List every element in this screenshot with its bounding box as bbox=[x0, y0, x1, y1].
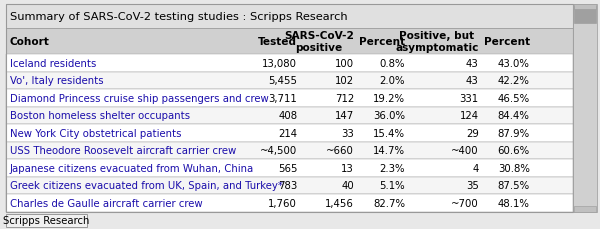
Text: SARS-CoV-2
positive: SARS-CoV-2 positive bbox=[284, 31, 354, 52]
Bar bbox=[574, 5, 596, 10]
Text: 102: 102 bbox=[335, 76, 354, 86]
Text: Vo', Italy residents: Vo', Italy residents bbox=[10, 76, 103, 86]
Text: 2.0%: 2.0% bbox=[379, 76, 405, 86]
Text: 43: 43 bbox=[466, 59, 479, 69]
Text: 43.0%: 43.0% bbox=[498, 59, 530, 69]
Text: Percent: Percent bbox=[359, 37, 405, 47]
Text: 4: 4 bbox=[472, 163, 479, 173]
Text: 13,080: 13,080 bbox=[262, 59, 297, 69]
Text: 3,711: 3,711 bbox=[268, 94, 297, 104]
Text: 29: 29 bbox=[466, 128, 479, 138]
Bar bbox=[6, 5, 573, 29]
Text: 19.2%: 19.2% bbox=[373, 94, 405, 104]
Bar bbox=[6, 72, 573, 90]
Bar bbox=[6, 55, 573, 72]
Text: 408: 408 bbox=[278, 111, 297, 121]
Text: 1,760: 1,760 bbox=[268, 198, 297, 208]
Text: 87.5%: 87.5% bbox=[497, 181, 530, 191]
Bar bbox=[6, 214, 87, 227]
Text: ~4,500: ~4,500 bbox=[260, 146, 297, 156]
Text: 40: 40 bbox=[341, 181, 354, 191]
Text: 33: 33 bbox=[341, 128, 354, 138]
Text: 331: 331 bbox=[460, 94, 479, 104]
Text: 87.9%: 87.9% bbox=[497, 128, 530, 138]
Text: Percent: Percent bbox=[484, 37, 530, 47]
Text: 60.6%: 60.6% bbox=[497, 146, 530, 156]
Text: 1,456: 1,456 bbox=[325, 198, 354, 208]
Bar bbox=[6, 177, 573, 194]
Text: 2.3%: 2.3% bbox=[379, 163, 405, 173]
Text: Charles de Gaulle aircraft carrier crew: Charles de Gaulle aircraft carrier crew bbox=[10, 198, 202, 208]
Bar bbox=[6, 107, 573, 125]
Text: ~660: ~660 bbox=[326, 146, 354, 156]
Text: Cohort: Cohort bbox=[10, 37, 49, 47]
Text: 100: 100 bbox=[335, 59, 354, 69]
Text: 712: 712 bbox=[335, 94, 354, 104]
Text: Iceland residents: Iceland residents bbox=[10, 59, 96, 69]
Text: 565: 565 bbox=[278, 163, 297, 173]
Text: 13: 13 bbox=[341, 163, 354, 173]
Bar bbox=[6, 29, 573, 55]
Text: 147: 147 bbox=[335, 111, 354, 121]
Text: Summary of SARS-CoV-2 testing studies : Scripps Research: Summary of SARS-CoV-2 testing studies : … bbox=[10, 12, 347, 22]
Text: 84.4%: 84.4% bbox=[498, 111, 530, 121]
Text: 35: 35 bbox=[466, 181, 479, 191]
Text: Positive, but
asymptomatic: Positive, but asymptomatic bbox=[395, 31, 479, 52]
Text: USS Theodore Roosevelt aircraft carrier crew: USS Theodore Roosevelt aircraft carrier … bbox=[10, 146, 236, 156]
Text: Greek citizens evacuated from UK, Spain, and Turkey*: Greek citizens evacuated from UK, Spain,… bbox=[10, 181, 283, 191]
Text: 214: 214 bbox=[278, 128, 297, 138]
Text: 43: 43 bbox=[466, 76, 479, 86]
Text: 15.4%: 15.4% bbox=[373, 128, 405, 138]
Bar bbox=[574, 206, 596, 212]
Text: Scripps Research: Scripps Research bbox=[4, 215, 89, 225]
Bar bbox=[6, 125, 573, 142]
Text: 5.1%: 5.1% bbox=[379, 181, 405, 191]
Text: 0.8%: 0.8% bbox=[379, 59, 405, 69]
Text: Japanese citizens evacuated from Wuhan, China: Japanese citizens evacuated from Wuhan, … bbox=[10, 163, 254, 173]
Text: 14.7%: 14.7% bbox=[373, 146, 405, 156]
Text: Tested: Tested bbox=[258, 37, 297, 47]
Text: 48.1%: 48.1% bbox=[498, 198, 530, 208]
Text: 30.8%: 30.8% bbox=[498, 163, 530, 173]
Bar bbox=[573, 5, 597, 212]
Text: 36.0%: 36.0% bbox=[373, 111, 405, 121]
Text: 5,455: 5,455 bbox=[268, 76, 297, 86]
Bar bbox=[6, 90, 573, 107]
Text: Diamond Princess cruise ship passengers and crew: Diamond Princess cruise ship passengers … bbox=[10, 94, 268, 104]
Bar bbox=[6, 142, 573, 160]
Text: 46.5%: 46.5% bbox=[497, 94, 530, 104]
Text: ~700: ~700 bbox=[451, 198, 479, 208]
Text: New York City obstetrical patients: New York City obstetrical patients bbox=[10, 128, 181, 138]
Text: 42.2%: 42.2% bbox=[498, 76, 530, 86]
Text: ~400: ~400 bbox=[451, 146, 479, 156]
Text: 124: 124 bbox=[460, 111, 479, 121]
Bar bbox=[6, 194, 573, 212]
Text: Boston homeless shelter occupants: Boston homeless shelter occupants bbox=[10, 111, 190, 121]
Text: 783: 783 bbox=[278, 181, 297, 191]
Bar bbox=[574, 7, 596, 23]
Bar bbox=[6, 160, 573, 177]
Text: 82.7%: 82.7% bbox=[373, 198, 405, 208]
